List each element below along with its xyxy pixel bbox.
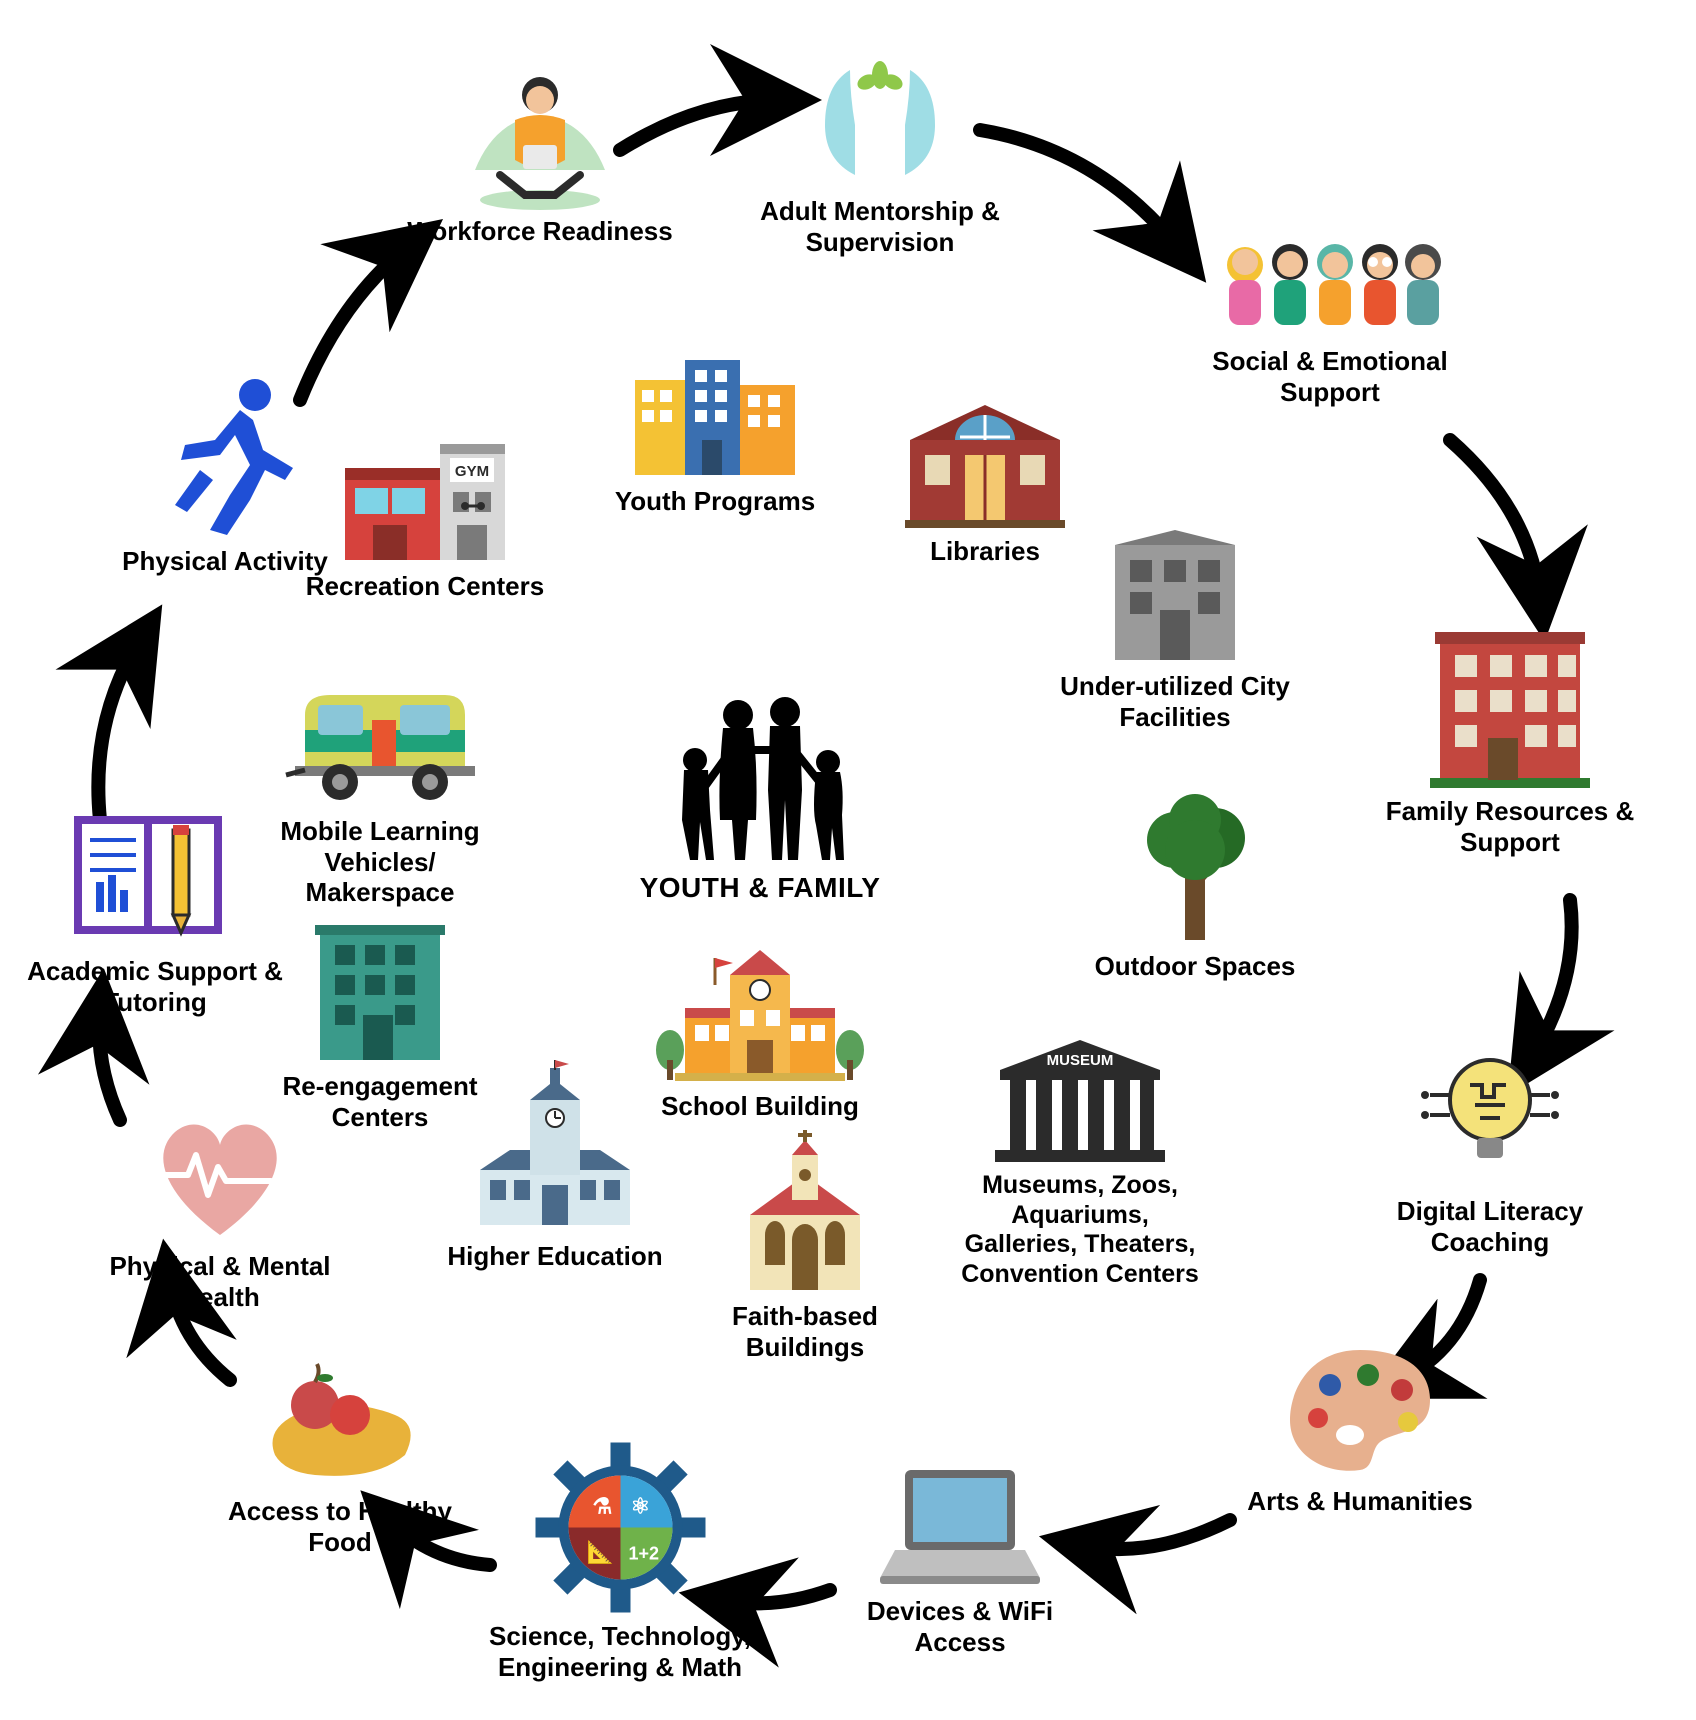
- label: Museums, Zoos, Aquariums, Galleries, The…: [915, 1171, 1245, 1289]
- brain-bulb-icon: [1365, 1040, 1615, 1190]
- school-icon: [640, 940, 880, 1085]
- label: Recreation Centers: [305, 571, 545, 602]
- node-physical-mental-health: Physical & Mental Health: [70, 1110, 370, 1312]
- node-under-utilized: Under-utilized City Facilities: [1045, 530, 1305, 732]
- label: Under-utilized City Facilities: [1045, 671, 1305, 732]
- node-healthy-food: Access to Healthy Food: [215, 1360, 465, 1557]
- people-group-icon: [1180, 230, 1480, 340]
- node-outdoor-spaces: Outdoor Spaces: [1085, 790, 1305, 982]
- label: Outdoor Spaces: [1085, 951, 1305, 982]
- node-reengagement: Re-engagement Centers: [260, 915, 500, 1132]
- svg-text:MUSEUM: MUSEUM: [1047, 1052, 1114, 1069]
- node-stem: ⚗ ⚛ 1+2 📐 Science, Technology, Engineeri…: [475, 1440, 765, 1682]
- label: Re-engagement Centers: [260, 1071, 500, 1132]
- buildings-colorful-icon: [605, 345, 825, 480]
- node-social-emotional: Social & Emotional Support: [1180, 230, 1480, 407]
- label: Academic Support & Tutoring: [20, 956, 290, 1017]
- label: Arts & Humanities: [1235, 1486, 1485, 1517]
- node-digital-literacy: Digital Literacy Coaching: [1365, 1040, 1615, 1257]
- svg-text:1+2: 1+2: [628, 1544, 659, 1564]
- node-museums: MUSEUM Museums, Zoos, Aquariums, Galleri…: [915, 1035, 1245, 1289]
- node-arts-humanities: Arts & Humanities: [1235, 1340, 1485, 1517]
- museum-icon: MUSEUM: [915, 1035, 1245, 1165]
- label: Family Resources & Support: [1375, 796, 1645, 857]
- node-adult-mentorship: Adult Mentorship & Supervision: [740, 40, 1020, 257]
- family-silhouette-icon: [630, 690, 890, 865]
- label: Science, Technology, Engineering & Math: [475, 1621, 765, 1682]
- node-faith-based: Faith-based Buildings: [675, 1130, 935, 1362]
- label: Youth Programs: [605, 486, 825, 517]
- laptop-person-icon: [400, 60, 680, 210]
- node-devices-wifi: Devices & WiFi Access: [840, 1460, 1080, 1657]
- laptop-icon: [840, 1460, 1080, 1590]
- palette-icon: [1235, 1340, 1485, 1480]
- node-mobile-learning: Mobile Learning Vehicles/ Makerspace: [225, 670, 535, 908]
- fruits-icon: [215, 1360, 465, 1490]
- label: Social & Emotional Support: [1180, 346, 1480, 407]
- label: Devices & WiFi Access: [840, 1596, 1080, 1657]
- center-label: YOUTH & FAMILY: [630, 871, 890, 904]
- label: Digital Literacy Coaching: [1365, 1196, 1615, 1257]
- library-building-icon: [885, 395, 1085, 530]
- label: Access to Healthy Food: [215, 1496, 465, 1557]
- label: Mobile Learning Vehicles/ Makerspace: [225, 816, 535, 908]
- label: Higher Education: [440, 1241, 670, 1272]
- svg-text:⚛: ⚛: [630, 1494, 650, 1519]
- label: School Building: [640, 1091, 880, 1122]
- teal-building-icon: [260, 915, 500, 1065]
- node-school-building: School Building: [640, 940, 880, 1122]
- node-family-resources: Family Resources & Support: [1375, 620, 1645, 857]
- svg-text:📐: 📐: [586, 1540, 613, 1565]
- gray-building-icon: [1045, 530, 1305, 665]
- church-icon: [675, 1130, 935, 1295]
- svg-text:⚗: ⚗: [592, 1494, 612, 1519]
- node-center-youth-family: YOUTH & FAMILY: [630, 690, 890, 904]
- building-red-icon: [1375, 620, 1645, 790]
- label: Workforce Readiness: [400, 216, 680, 247]
- camper-icon: [225, 670, 535, 810]
- node-youth-programs: Youth Programs: [605, 345, 825, 517]
- node-recreation-centers: GYM Recreation Centers: [305, 430, 545, 602]
- svg-text:GYM: GYM: [455, 463, 489, 480]
- node-workforce-readiness: Workforce Readiness: [400, 60, 680, 247]
- gym-building-icon: GYM: [305, 430, 545, 565]
- stem-gear-icon: ⚗ ⚛ 1+2 📐: [475, 1440, 765, 1615]
- hands-plant-icon: [740, 40, 1020, 190]
- tree-icon: [1085, 790, 1305, 945]
- label: Physical & Mental Health: [70, 1251, 370, 1312]
- label: Faith-based Buildings: [675, 1301, 935, 1362]
- label: Adult Mentorship & Supervision: [740, 196, 1020, 257]
